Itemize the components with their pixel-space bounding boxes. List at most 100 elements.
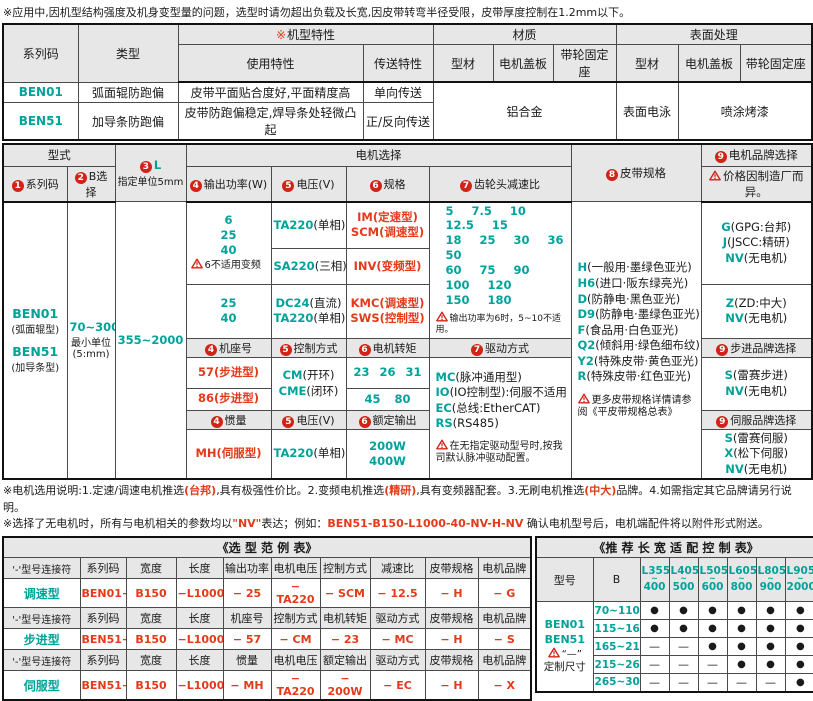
header-gear-ratio: 7 齿轮头减速比	[428, 165, 572, 203]
header-length-sub: 指定单位5mm	[117, 177, 184, 188]
col-header-transfer: 传送特性	[362, 44, 434, 83]
feature-header-row-1: 系列码 类型 ※机型特性 材质 表面处理	[2, 23, 813, 83]
note-segment: 表达；例如：	[261, 517, 328, 531]
motor-row-2: SA220(三相) INV(变频型)	[3, 248, 812, 285]
header-control-mode: 5 控制方式	[270, 337, 347, 358]
brand-cell-1: G(GPG:台邦) J(JSCC:精研) NV(无电机)	[700, 201, 813, 285]
value-line: 25	[220, 228, 237, 243]
example-col-header: 驱动方式	[369, 607, 426, 630]
warning-icon	[547, 647, 560, 658]
compatible-dot: ●	[755, 601, 786, 621]
b-min-unit: 最小单位	[71, 338, 111, 350]
compatible-dot: ●	[784, 637, 813, 657]
header-label: 电压(V)	[296, 413, 335, 427]
belt-warning: 更多皮带规格详情请参阅《平皮带规格总表》	[578, 393, 699, 420]
warning-icon	[435, 439, 448, 450]
header-drive-mode: 7 驱动方式	[428, 337, 572, 358]
value-line: 40	[220, 311, 237, 326]
example-col-header: 电机电压	[270, 649, 321, 672]
header-power: 4 输出功率(W)	[185, 165, 272, 203]
header-label: 步进品牌选择	[730, 341, 797, 355]
code-item: S(雷赛伺服)	[724, 430, 788, 445]
example-col-header: 长度	[175, 557, 224, 580]
circle-number-icon: 6	[369, 179, 382, 192]
col-header-series: 系列码	[2, 23, 79, 83]
motor-row-3: 25 40 DC24(直流) TA220(单相) KMC(调速型) SWS(控制型) …	[3, 283, 813, 339]
example-col-header: 系列码	[79, 649, 127, 672]
l-range-header: L805 ~900	[755, 557, 786, 603]
control-mode-cell: CM(开环) CME(闭环)	[270, 356, 347, 411]
transfer-value: 正/反向传送	[362, 102, 434, 141]
example-title-row: 《选 型 范 例 表》	[2, 536, 532, 559]
example-col-header: 惯量	[222, 649, 272, 672]
example-value: − 23	[319, 628, 371, 651]
example-col-header: 驱动方式	[369, 649, 426, 672]
value-line: 400W	[369, 453, 406, 468]
compatible-dot: ●	[726, 655, 757, 675]
usage-value: 皮带防跑偏稳定,焊导条处轻微凸起	[177, 102, 364, 141]
bottom-tables: 《选 型 范 例 表》 '-'型号连接符 系列码 宽度 长度 输出功率 电机电压 控制方式减…	[2, 535, 813, 701]
example-col-header: 宽度	[125, 649, 177, 672]
example-header-row: '-'型号连接符 系列码 宽度 长度 输出功率 电机电压 控制方式 减速比 皮带规格 电机品牌	[2, 557, 532, 580]
recommend-header-row: 型号 B L355 ~400 L405 ~500 L505 ~600 L605 ~800 L80…	[535, 557, 813, 603]
header-belt: 8 皮带规格	[570, 143, 702, 202]
voltage-cell-4: TA220(单相)	[270, 428, 347, 480]
example-value: −L1000	[175, 578, 224, 609]
example-value: BEN51−	[79, 628, 127, 651]
example-col-header: 长度	[175, 649, 224, 672]
note-segment: ,具有变频器配套。3.无刷电机推选	[416, 484, 585, 498]
model-ben01: BEN01	[544, 618, 585, 632]
model-cell: BEN01 BEN51 “—” 定制尺寸	[535, 601, 594, 693]
voltage-cell-1: TA220(单相)	[270, 200, 347, 250]
custom-dash: —	[668, 673, 699, 693]
example-table-title: 《选 型 范 例 表》	[2, 536, 532, 559]
example-value: BEN51−	[79, 670, 127, 701]
col-header-b: B	[592, 557, 641, 603]
example-value: − 200W	[319, 670, 371, 701]
example-col-header: 系列码	[79, 557, 127, 580]
col-header-surface: 表面处理	[615, 23, 813, 45]
example-value: − SCM	[319, 578, 371, 609]
b-range-value: 265~300	[592, 673, 641, 693]
example-value: − MC	[369, 628, 426, 651]
col-header-model: 型号	[535, 557, 594, 603]
example-col-header: 电机品牌	[477, 649, 532, 672]
code-item: D(防静电·黑色亚光)	[577, 291, 681, 306]
example-value: − EC	[369, 670, 426, 701]
selection-header-row-2: 1 系列码 2 B选择 4 输出功率(W) 5 电压(V) 6 规格 7 齿轮头减速比 价格…	[2, 165, 813, 203]
warning-text: 输出功率为6时，5~10不适用。	[435, 314, 561, 336]
circle-number-icon: 7	[471, 343, 483, 356]
code-item: NV(无电机)	[725, 383, 788, 398]
circle-number-icon: 5	[282, 179, 295, 192]
spec-cell-2: INV(变频型)	[345, 248, 430, 285]
brand-cell-2: Z(ZD:中大) NV(无电机)	[700, 283, 813, 339]
example-col-header: 机座号	[222, 607, 272, 630]
col-header-cover: 电机盖板	[492, 44, 554, 83]
connector-header: '-'型号连接符	[2, 607, 81, 630]
compatible-dot: ●	[639, 619, 670, 639]
compatible-dot: ●	[697, 637, 728, 657]
circle-number-icon: 7	[460, 179, 472, 192]
circle-number-icon: 9	[716, 415, 729, 428]
series-ben51: BEN51	[12, 344, 59, 360]
note-segment: (台邦)	[184, 484, 217, 498]
col-header-usage: 使用特性	[177, 44, 364, 83]
col-header-cover2: 电机盖板	[677, 44, 741, 83]
header-brand: 9 电机品牌选择	[700, 143, 813, 167]
header-b-select: 2 B选择	[66, 165, 116, 203]
connector-header: '-'型号连接符	[2, 557, 81, 580]
gear-warning: 输出功率为6时，5~10不适用。	[432, 311, 569, 337]
warning-text: 在无指定驱动型号时,按我司默认脉冲驱动配置。	[435, 440, 563, 465]
example-value: − CM	[270, 628, 321, 651]
example-type-label: 步进型	[2, 628, 81, 651]
warning-text: 价格因制造厂而异。	[723, 168, 804, 199]
l-range-header: L905 ~2000	[784, 557, 813, 603]
b-range-value: 215~260	[592, 655, 641, 675]
example-value: − MH	[222, 670, 272, 701]
usage-value: 皮带平面贴合度好,平面精度高	[177, 81, 364, 103]
frame-57-cell: 57(步进型)	[185, 356, 272, 389]
custom-size-note: 定制尺寸	[543, 660, 586, 673]
header-step-brand: 9 步进品牌选择	[700, 337, 813, 358]
circle-number-icon: 5	[279, 343, 292, 356]
